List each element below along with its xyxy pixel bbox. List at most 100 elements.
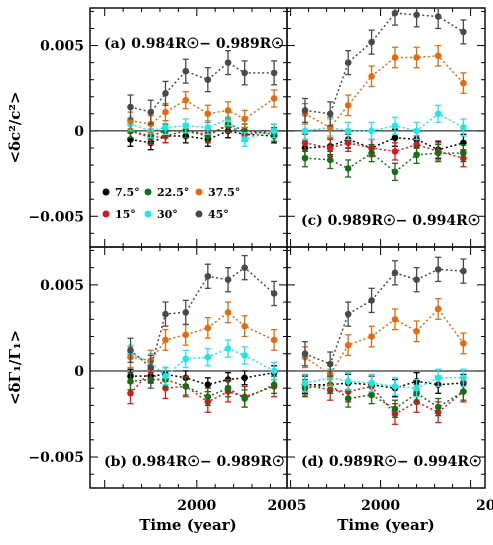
data-point: [344, 127, 352, 135]
data-point: [391, 9, 399, 17]
data-point: [460, 124, 467, 131]
panel-label: (c) 0.989R☉− 0.994R☉: [301, 213, 480, 229]
data-point: [301, 107, 309, 114]
data-point: [224, 345, 232, 352]
legend: 7.5° 22.5° 37.5° 15° 30° 45°: [102, 186, 240, 221]
series-line-15: [129, 369, 275, 403]
y-axis-title: <δΓ₁/Γ₁>: [6, 330, 24, 405]
data-point: [391, 168, 399, 176]
data-point: [182, 309, 190, 316]
legend-swatch: [102, 210, 110, 218]
data-point: [182, 355, 190, 363]
legend-swatch: [102, 188, 110, 196]
data-point: [344, 59, 352, 66]
y-tick-label: −0.005: [28, 450, 84, 466]
data-point: [413, 328, 420, 335]
data-point: [326, 360, 334, 368]
data-point: [241, 115, 248, 123]
x-tick-label: 2000: [177, 498, 216, 514]
series-line-45: [130, 61, 275, 113]
series-line-37.5: [304, 307, 465, 376]
data-point: [241, 264, 248, 271]
data-point: [241, 395, 248, 402]
data-point: [368, 333, 375, 340]
legend-label: 15°: [115, 208, 136, 221]
data-point: [301, 139, 309, 147]
data-point: [413, 384, 420, 392]
x-axis-title: Time (year): [337, 516, 435, 534]
data-point: [434, 149, 442, 157]
x-tick-label: 2005: [268, 498, 307, 514]
data-point: [270, 69, 278, 77]
panel-frame: [286, 246, 486, 489]
data-point: [127, 390, 134, 397]
data-point: [434, 374, 442, 382]
data-point: [326, 110, 334, 118]
data-point: [391, 122, 399, 130]
data-point: [224, 59, 232, 66]
data-point: [182, 331, 190, 339]
data-point: [344, 341, 352, 349]
panel-c: (c) 0.989R☉− 0.994R☉: [286, 7, 486, 248]
data-point: [224, 107, 232, 114]
data-point: [391, 383, 399, 390]
data-point: [326, 144, 334, 152]
data-point: [301, 127, 309, 135]
data-point: [270, 336, 278, 344]
data-point: [460, 79, 467, 87]
y-tick-label: 0.005: [40, 39, 84, 55]
data-point: [368, 38, 375, 46]
data-point: [147, 364, 155, 371]
data-point: [241, 374, 248, 382]
data-point: [270, 367, 278, 375]
data-point: [326, 156, 334, 164]
data-point: [413, 276, 420, 284]
x-tick-label: 20: [476, 498, 493, 514]
data-point: [368, 391, 375, 399]
data-point: [182, 96, 190, 104]
series-line-45: [304, 268, 464, 366]
x-axis-title: Time (year): [139, 516, 237, 534]
series-line-45: [130, 266, 275, 369]
y-axis-title: <δc²/c²>: [6, 91, 24, 163]
data-point: [162, 108, 169, 116]
data-point: [241, 136, 248, 143]
data-point: [270, 381, 278, 389]
series-line-22.5: [304, 152, 464, 173]
series-group: [127, 254, 278, 413]
data-point: [344, 165, 352, 172]
legend-label: 7.5°: [115, 186, 140, 199]
data-point: [224, 276, 232, 284]
data-point: [241, 322, 248, 330]
data-point: [344, 377, 352, 385]
data-point: [241, 69, 248, 77]
series-line-37.5: [304, 55, 464, 129]
data-point: [270, 290, 278, 297]
data-point: [368, 149, 375, 157]
data-point: [460, 28, 467, 36]
data-point: [204, 324, 212, 332]
data-point: [434, 305, 442, 313]
data-point: [434, 266, 442, 273]
data-point: [344, 310, 352, 318]
data-point: [460, 340, 467, 347]
data-point: [391, 316, 399, 323]
y-tick-label: 0.005: [40, 278, 84, 294]
data-point: [204, 76, 212, 83]
legend-label: 22.5°: [157, 186, 189, 199]
panel-label: (a) 0.984R☉− 0.989R☉: [104, 36, 284, 52]
panel-label: (d) 0.989R☉− 0.994R☉: [301, 454, 482, 470]
data-point: [391, 405, 399, 413]
legend-swatch: [144, 210, 152, 218]
data-point: [301, 379, 309, 387]
data-point: [434, 110, 442, 118]
data-point: [344, 395, 352, 402]
data-point: [182, 383, 190, 390]
data-point: [127, 346, 134, 354]
data-point: [460, 267, 467, 275]
data-point: [391, 54, 399, 61]
panel-label: (b) 0.984R☉− 0.989R☉: [104, 454, 285, 470]
data-point: [368, 297, 375, 304]
data-point: [270, 95, 278, 102]
legend-swatch: [195, 188, 203, 196]
